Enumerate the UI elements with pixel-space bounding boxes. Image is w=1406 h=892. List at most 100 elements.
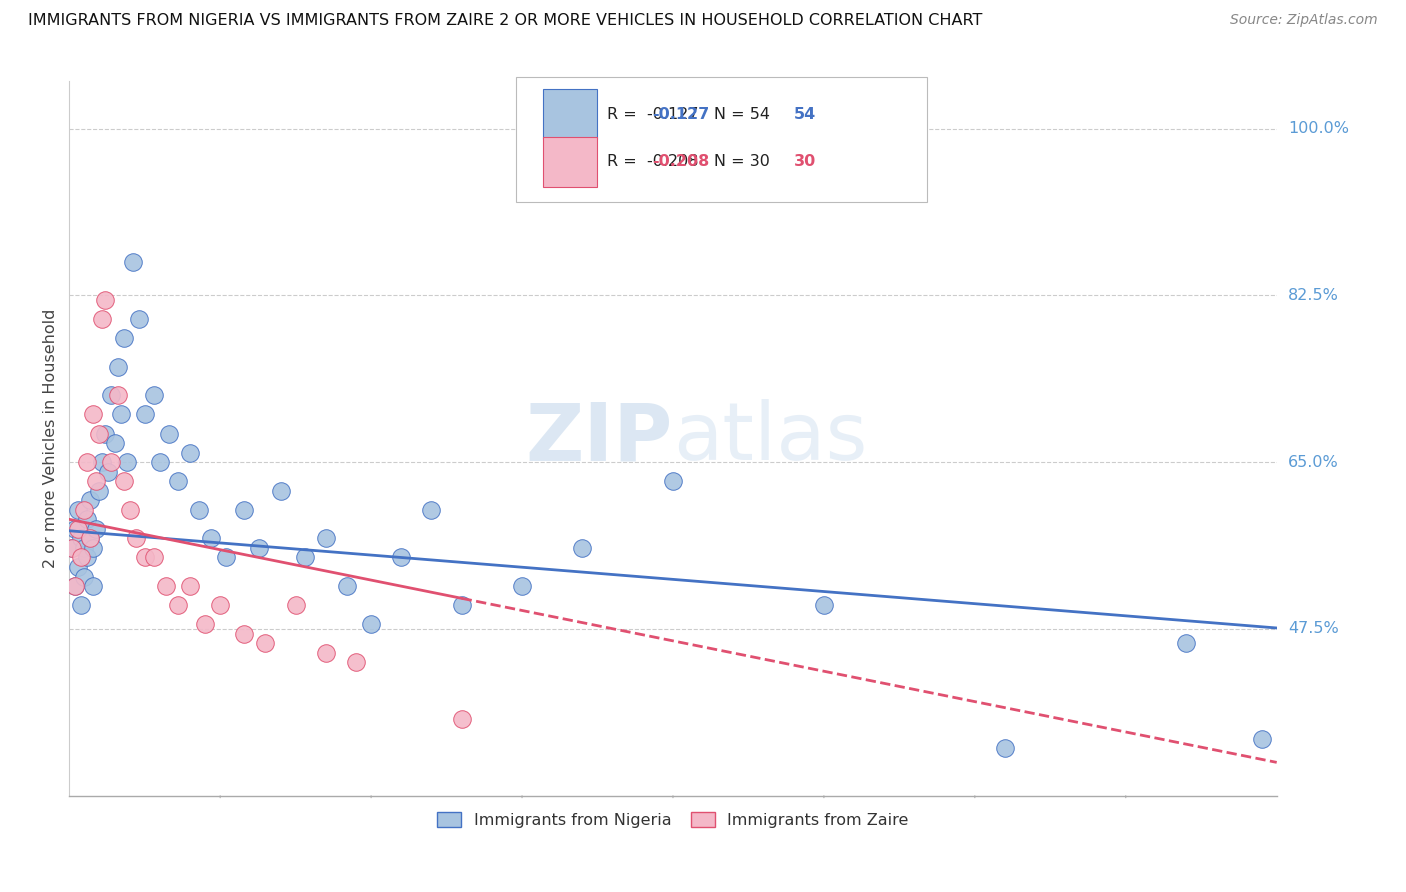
Point <box>249 541 271 555</box>
Point <box>107 388 129 402</box>
Point <box>118 503 141 517</box>
Text: 47.5%: 47.5% <box>1288 622 1339 636</box>
Point <box>254 636 277 650</box>
Point <box>450 713 472 727</box>
Point <box>86 474 108 488</box>
Point <box>194 617 217 632</box>
Text: 100.0%: 100.0% <box>1288 121 1348 136</box>
Point <box>60 541 83 555</box>
Point <box>179 445 201 459</box>
Point <box>233 626 256 640</box>
Point <box>82 579 104 593</box>
Point <box>124 532 146 546</box>
Point <box>1250 731 1272 746</box>
Text: 54: 54 <box>794 107 815 122</box>
Point <box>994 741 1017 756</box>
Point <box>188 503 211 517</box>
Text: 30: 30 <box>794 154 815 169</box>
Text: R =  -0.127   N = 54: R = -0.127 N = 54 <box>606 107 769 122</box>
Point <box>91 455 114 469</box>
Point <box>112 474 135 488</box>
Point <box>67 503 90 517</box>
Point <box>86 522 108 536</box>
Text: R =  -0.208   N = 30: R = -0.208 N = 30 <box>606 154 769 169</box>
Point <box>89 426 111 441</box>
Text: 82.5%: 82.5% <box>1288 288 1339 303</box>
Point <box>103 436 125 450</box>
Text: ZIP: ZIP <box>526 400 673 477</box>
Point <box>209 598 232 612</box>
Point <box>67 560 90 574</box>
Point <box>510 579 533 593</box>
Point <box>89 483 111 498</box>
Text: -0.127: -0.127 <box>652 107 710 122</box>
FancyBboxPatch shape <box>543 89 598 139</box>
Point <box>67 522 90 536</box>
Point <box>76 550 98 565</box>
Point <box>1175 636 1198 650</box>
Point <box>70 550 93 565</box>
Point <box>360 617 382 632</box>
Point <box>76 512 98 526</box>
Point <box>79 532 101 546</box>
Point <box>142 388 165 402</box>
Point <box>344 655 367 669</box>
Point <box>389 550 412 565</box>
Point <box>121 255 143 269</box>
Point <box>97 465 120 479</box>
Point <box>294 550 316 565</box>
Point <box>813 598 835 612</box>
Point <box>76 455 98 469</box>
Point <box>142 550 165 565</box>
Point <box>115 455 138 469</box>
Point <box>571 541 593 555</box>
Point <box>336 579 359 593</box>
Point <box>270 483 292 498</box>
Point <box>200 532 222 546</box>
Point <box>65 579 87 593</box>
Text: IMMIGRANTS FROM NIGERIA VS IMMIGRANTS FROM ZAIRE 2 OR MORE VEHICLES IN HOUSEHOLD: IMMIGRANTS FROM NIGERIA VS IMMIGRANTS FR… <box>28 13 983 29</box>
Point <box>100 455 122 469</box>
Text: Source: ZipAtlas.com: Source: ZipAtlas.com <box>1230 13 1378 28</box>
Point <box>82 541 104 555</box>
Point <box>107 359 129 374</box>
Point <box>284 598 307 612</box>
Point <box>420 503 443 517</box>
Point <box>79 532 101 546</box>
Point <box>60 541 83 555</box>
Point <box>215 550 238 565</box>
Point <box>70 532 93 546</box>
Point <box>65 579 87 593</box>
Point <box>167 474 190 488</box>
Y-axis label: 2 or more Vehicles in Household: 2 or more Vehicles in Household <box>44 309 58 568</box>
Point <box>110 408 132 422</box>
Point <box>662 474 685 488</box>
Point <box>73 541 96 555</box>
Point <box>65 522 87 536</box>
Point <box>134 408 156 422</box>
Point <box>450 598 472 612</box>
Point <box>157 426 180 441</box>
Point <box>70 598 93 612</box>
Text: -0.208: -0.208 <box>652 154 710 169</box>
Point <box>128 312 150 326</box>
Point <box>79 493 101 508</box>
Point <box>94 293 117 307</box>
FancyBboxPatch shape <box>543 136 598 186</box>
Point <box>155 579 177 593</box>
Point <box>82 408 104 422</box>
Point <box>91 312 114 326</box>
Text: atlas: atlas <box>673 400 868 477</box>
Point <box>73 569 96 583</box>
Point <box>149 455 172 469</box>
Point <box>73 503 96 517</box>
FancyBboxPatch shape <box>516 78 927 202</box>
Text: 65.0%: 65.0% <box>1288 455 1339 469</box>
Point <box>94 426 117 441</box>
Point <box>167 598 190 612</box>
Legend: Immigrants from Nigeria, Immigrants from Zaire: Immigrants from Nigeria, Immigrants from… <box>430 805 915 834</box>
Point <box>100 388 122 402</box>
Point <box>134 550 156 565</box>
Point <box>315 646 337 660</box>
Point <box>179 579 201 593</box>
